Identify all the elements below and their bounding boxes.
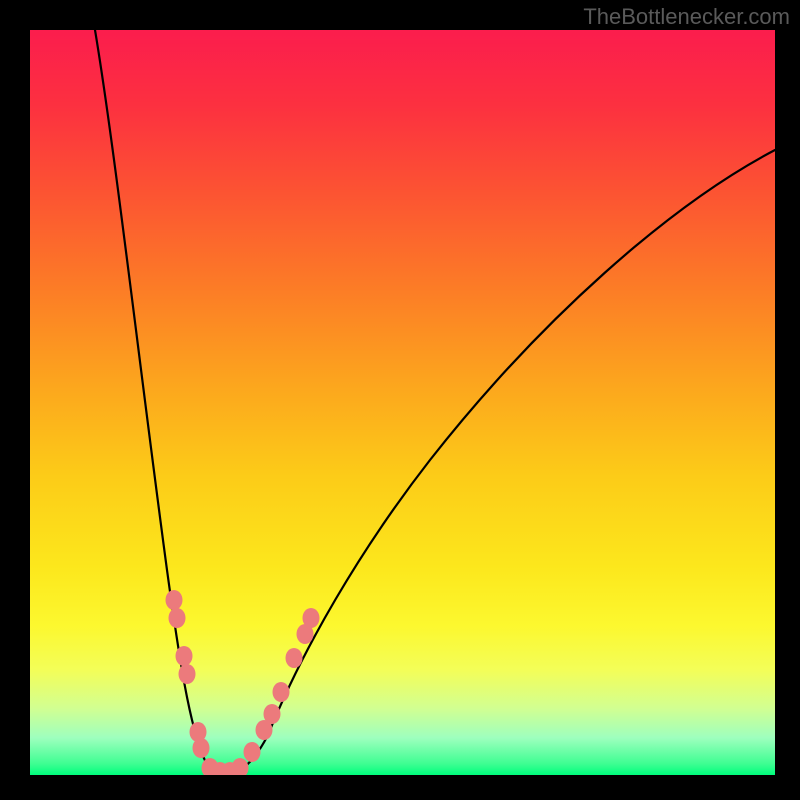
watermark-text: TheBottlenecker.com — [583, 4, 790, 30]
data-marker — [264, 704, 281, 724]
plot-area — [30, 30, 775, 775]
data-marker — [179, 664, 196, 684]
right-curve — [220, 150, 775, 774]
data-marker — [176, 646, 193, 666]
data-marker — [244, 742, 261, 762]
data-marker — [169, 608, 186, 628]
chart-root: TheBottlenecker.com — [0, 0, 800, 800]
data-marker — [166, 590, 183, 610]
data-marker — [273, 682, 290, 702]
data-marker — [193, 738, 210, 758]
data-marker — [303, 608, 320, 628]
curve-layer — [30, 30, 775, 775]
data-marker — [286, 648, 303, 668]
data-marker — [232, 758, 249, 775]
left-curve — [95, 30, 220, 774]
